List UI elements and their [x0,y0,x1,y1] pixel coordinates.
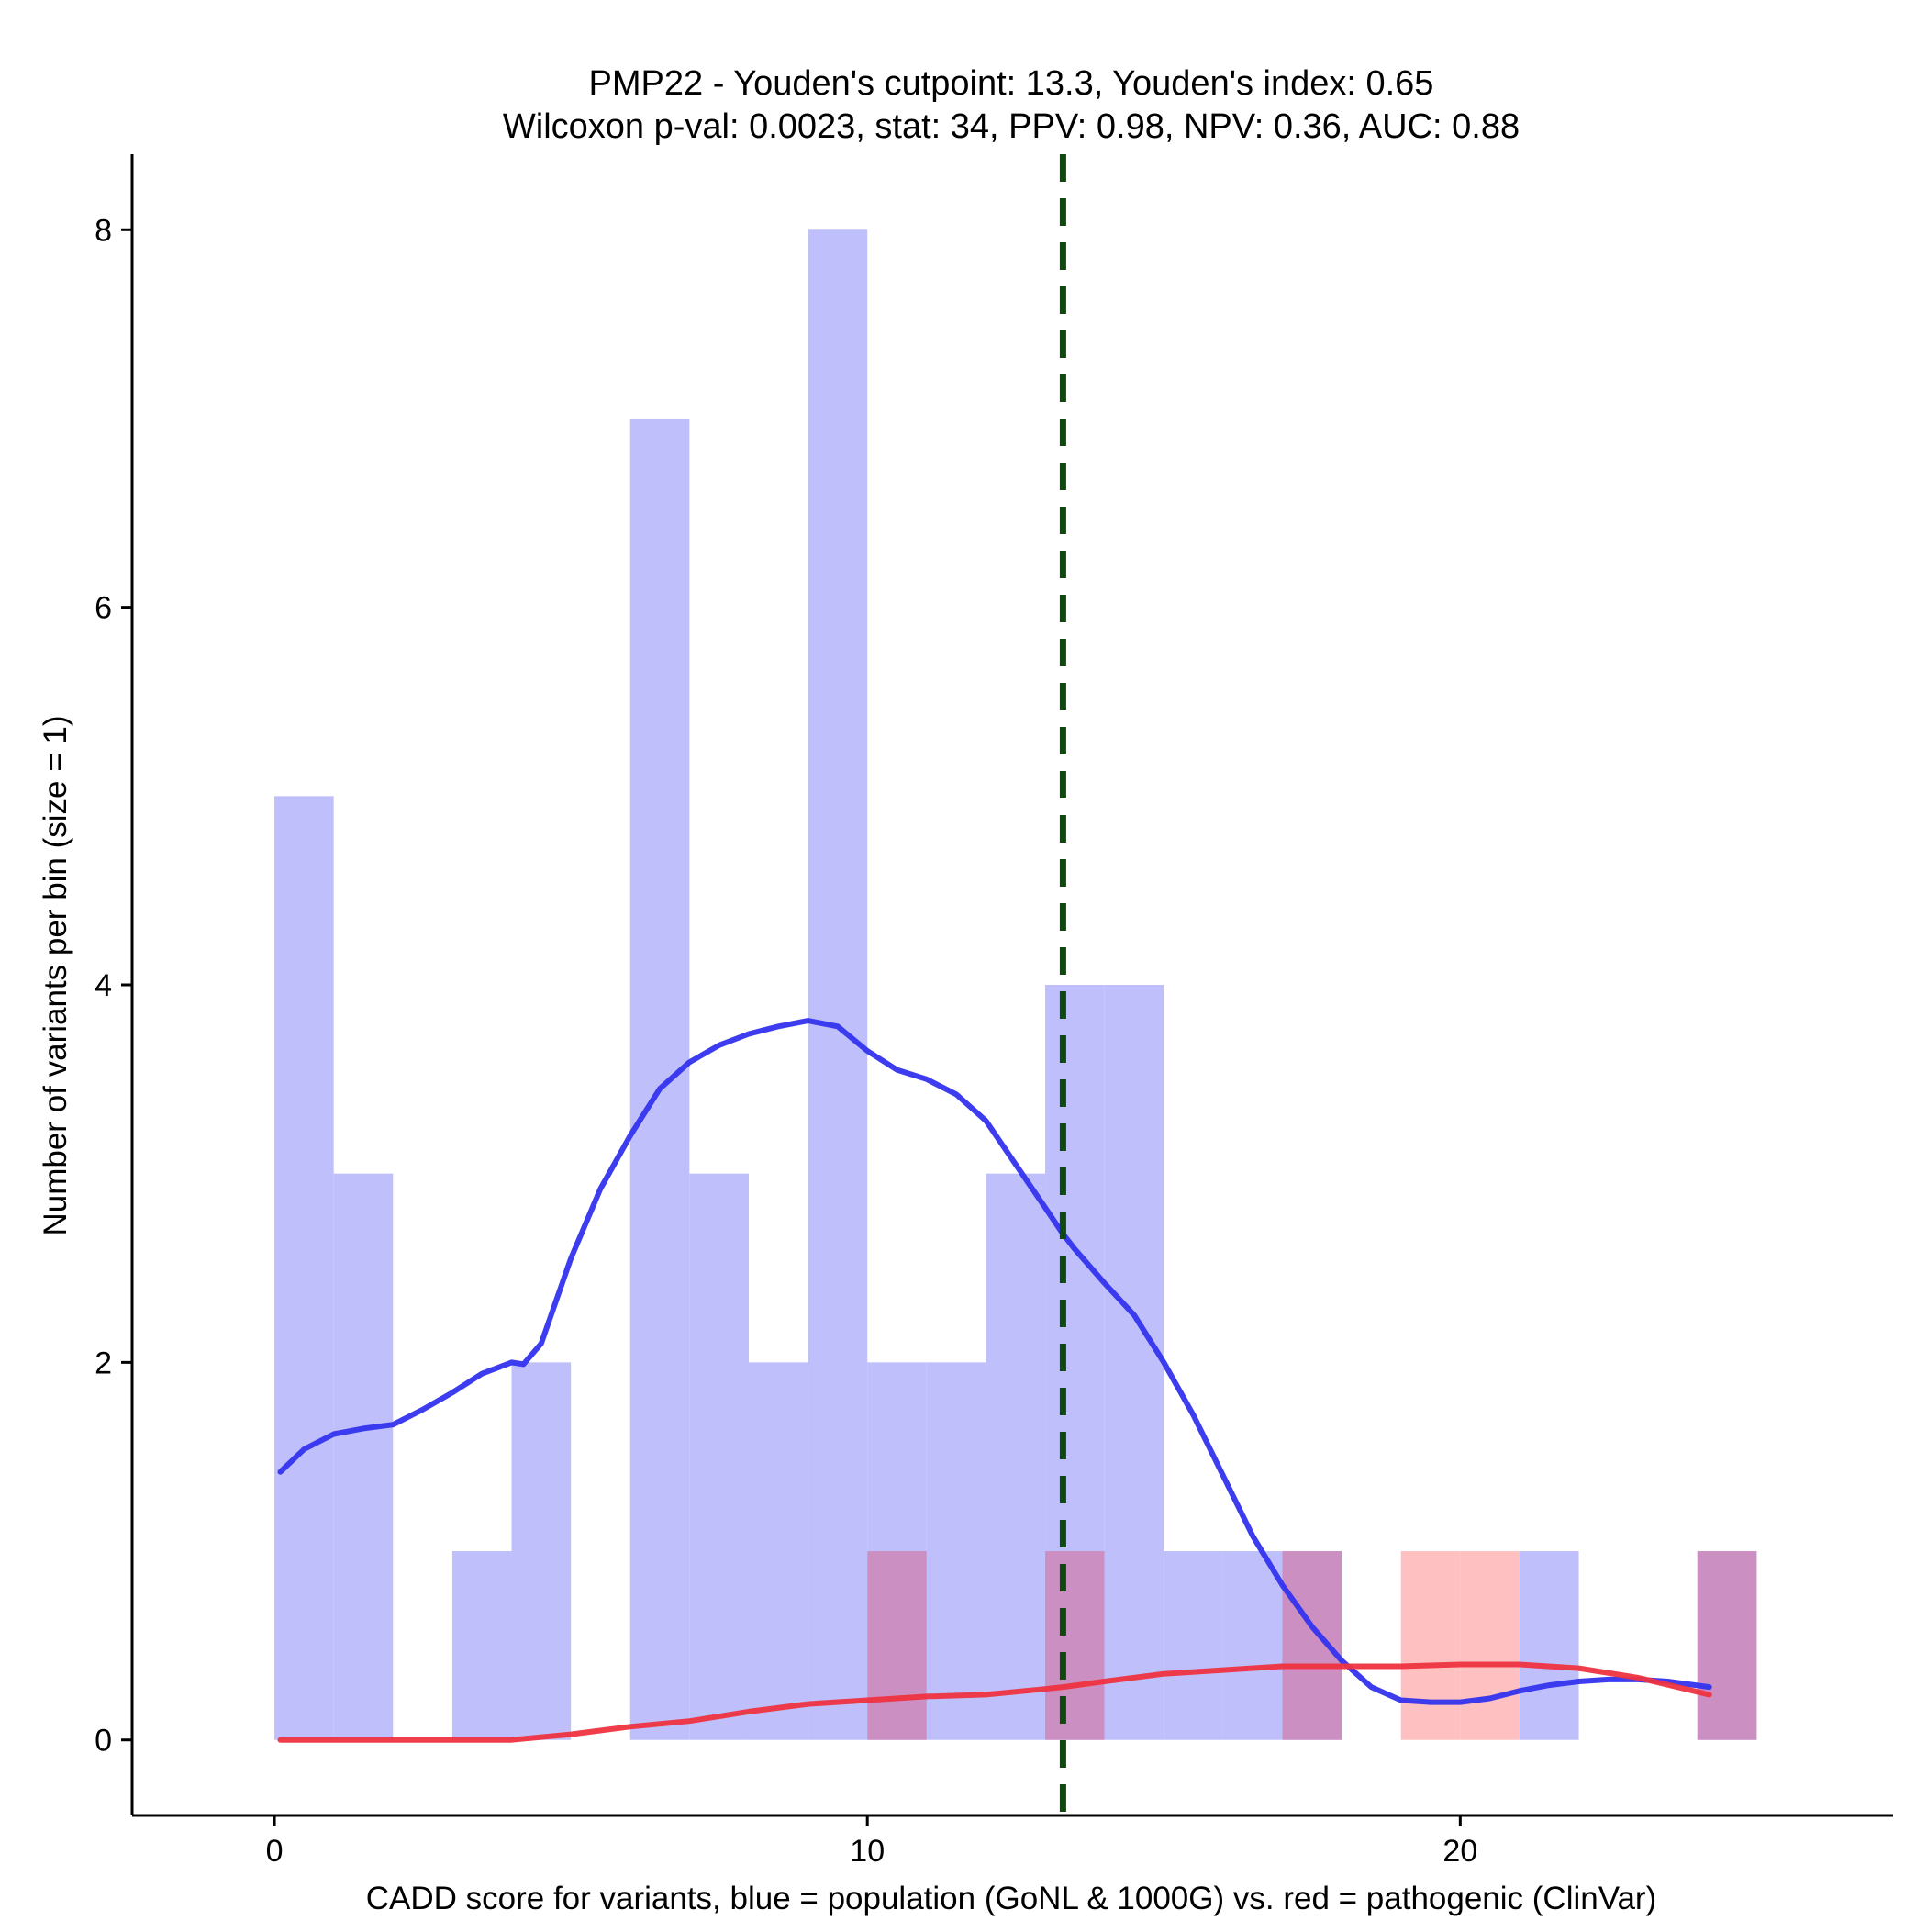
population-bar [689,1173,749,1740]
population-bar [1519,1551,1579,1740]
population-bar [451,1551,512,1740]
y-tick-label: 2 [95,1346,112,1380]
y-tick-label: 8 [95,213,112,248]
x-tick-label: 10 [850,1834,885,1869]
y-tick-label: 4 [95,968,112,1003]
histogram-bars [274,229,1757,1740]
population-bar [629,418,690,1740]
x-tick-label: 0 [266,1834,284,1869]
population-bar [333,1173,394,1740]
population-bar [511,1362,572,1740]
axes: 0 10 20 0 2 4 6 8 [95,154,1893,1869]
population-bar [986,1173,1046,1740]
population-bar [1222,1551,1283,1740]
pathogenic-bar [1045,1551,1105,1740]
population-bar [274,796,334,1740]
pathogenic-bar [1282,1551,1342,1740]
y-tick-label: 0 [95,1724,112,1759]
population-bar [748,1362,808,1740]
chart-title: PMP22 - Youden's cutpoint: 13.3, Youden'… [589,64,1434,103]
x-tick-label: 20 [1442,1834,1477,1869]
x-axis-label: CADD score for variants, blue = populati… [366,1881,1657,1916]
population-density-line [277,1018,1712,1705]
pathogenic-bar [1460,1551,1520,1740]
chart-subtitle: Wilcoxon p-val: 0.0023, stat: 34, PPV: 0… [503,107,1520,146]
population-bar [1104,985,1164,1740]
pathogenic-bar [1697,1551,1757,1740]
pathogenic-bar [867,1551,927,1740]
density-curves [277,1018,1712,1743]
population-bar [926,1362,986,1740]
pathogenic-density-line [277,1661,1712,1743]
population-bar [808,229,868,1740]
pathogenic-bar [1400,1551,1461,1740]
population-bar [1164,1551,1223,1740]
y-axis-label: Number of variants per bin (size = 1) [38,715,73,1235]
y-tick-label: 6 [95,591,112,626]
